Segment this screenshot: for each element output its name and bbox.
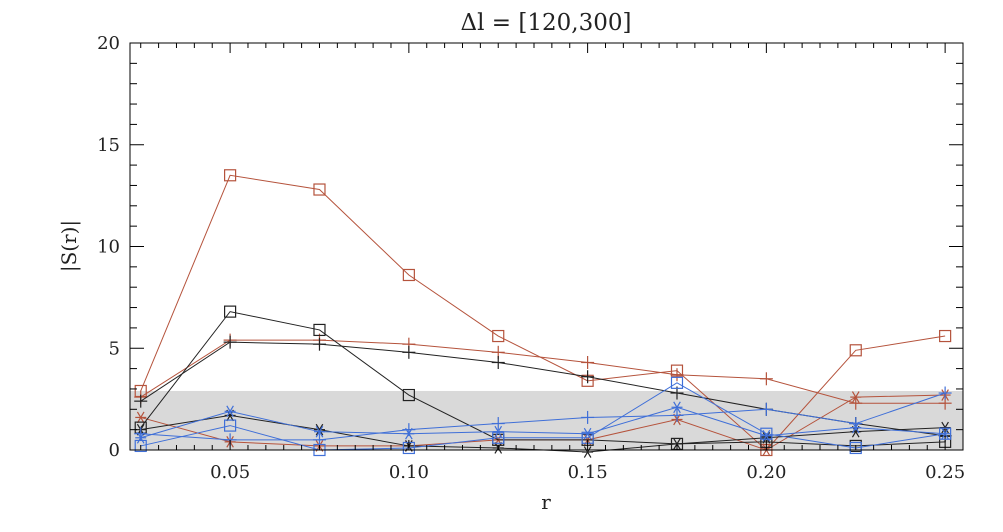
data-point <box>759 372 773 386</box>
y-tick-label: 5 <box>109 338 120 359</box>
data-point <box>850 391 862 403</box>
marker-square <box>670 376 684 389</box>
marker-square <box>313 183 326 196</box>
marker-asterisk-d2 <box>941 421 949 434</box>
ticks-layer: 0.05 0.10 0.15 0.20 0.25 0 5 10 15 20 <box>97 33 965 483</box>
data-point <box>581 410 595 424</box>
data-point <box>134 394 148 408</box>
data-point <box>223 335 237 349</box>
marker-square <box>134 439 147 453</box>
marker-square <box>402 388 415 402</box>
marker-asterisk-d2 <box>226 405 234 418</box>
marker-asterisk-d2 <box>494 425 503 438</box>
series-line <box>140 311 946 447</box>
y-tick-label: 15 <box>97 135 120 156</box>
series-line <box>140 406 946 439</box>
data-point <box>313 423 325 436</box>
data-point <box>134 439 147 453</box>
data-point <box>224 419 237 432</box>
marker-square <box>849 441 862 455</box>
data-point <box>581 355 595 369</box>
marker-asterisk-d2 <box>315 423 324 436</box>
data-point <box>939 421 951 434</box>
data-point <box>492 329 505 343</box>
data-point <box>850 421 862 434</box>
marker-asterisk-d2 <box>762 429 771 442</box>
data-point <box>670 376 684 389</box>
data-point <box>671 438 683 450</box>
x-tick-label: 0.15 <box>568 462 608 483</box>
data-point <box>582 446 594 458</box>
marker-square <box>849 344 862 357</box>
y-axis-label: |S(r)| <box>57 220 82 272</box>
marker-square <box>492 329 505 343</box>
marker-asterisk-d2 <box>851 421 860 434</box>
data-point <box>849 396 863 410</box>
marker-asterisk-d2 <box>315 425 324 438</box>
data-point <box>135 431 147 444</box>
y-tick-label: 20 <box>97 33 120 54</box>
data-point <box>402 345 416 359</box>
marker-square <box>402 268 415 282</box>
data-point <box>671 401 683 414</box>
marker-square <box>939 329 952 343</box>
marker-asterisk-d2 <box>673 438 681 450</box>
x-tick-label: 0.25 <box>925 462 965 483</box>
marker-asterisk-d2 <box>851 391 860 403</box>
y-tick-label: 0 <box>109 440 120 461</box>
series-line <box>140 392 946 441</box>
data-point <box>312 433 326 447</box>
data-point <box>582 427 594 440</box>
data-point <box>670 408 684 422</box>
x-axis-label: r <box>541 490 551 514</box>
marker-asterisk-d2 <box>136 431 145 444</box>
data-point <box>759 402 773 416</box>
data-point <box>403 427 415 440</box>
data-point <box>402 268 415 282</box>
data-point <box>224 305 237 318</box>
x-tick-label: 0.20 <box>746 462 786 483</box>
x-tick-label: 0.10 <box>389 462 429 483</box>
data-point <box>313 323 326 337</box>
marker-asterisk-d2 <box>136 411 145 424</box>
data-point <box>760 429 772 442</box>
series-layer <box>134 169 952 458</box>
data-point <box>849 344 862 357</box>
chart-title: Δl = [120,300] <box>461 10 632 36</box>
marker-asterisk-d2 <box>405 427 413 440</box>
series-line <box>140 174 946 451</box>
data-point <box>939 427 951 440</box>
x-tick-label: 0.05 <box>210 462 250 483</box>
data-point <box>939 329 952 343</box>
data-point <box>312 337 326 351</box>
marker-asterisk-d2 <box>583 446 592 458</box>
data-point <box>492 425 504 438</box>
data-point <box>581 370 595 384</box>
data-point <box>402 388 415 402</box>
marker-square <box>224 169 237 182</box>
marker-square <box>224 305 237 318</box>
marker-square <box>313 323 326 337</box>
data-point <box>135 411 147 424</box>
series-line <box>140 382 946 451</box>
series-line <box>140 339 946 404</box>
data-point <box>313 183 326 196</box>
marker-asterisk-d2 <box>673 401 681 414</box>
data-point <box>491 417 505 431</box>
data-point <box>670 368 684 382</box>
marker-asterisk-d2 <box>941 427 949 440</box>
data-point <box>313 425 325 438</box>
plot-frame <box>129 42 964 451</box>
y-tick-label: 10 <box>97 237 120 258</box>
data-point <box>938 386 952 400</box>
data-point <box>224 169 237 182</box>
data-point <box>491 355 505 369</box>
data-point <box>849 441 862 455</box>
data-point <box>224 405 236 418</box>
marker-asterisk-d2 <box>583 427 592 440</box>
marker-square <box>224 419 237 432</box>
